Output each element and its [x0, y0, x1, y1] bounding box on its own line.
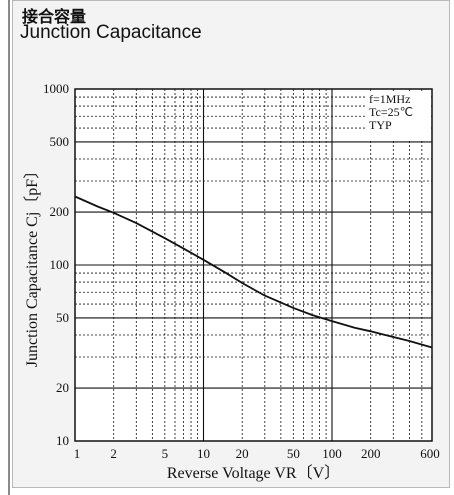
- major-grid: [75, 89, 432, 441]
- chart-title-jp: 接合容量: [22, 7, 87, 26]
- y-tick-label: 1000: [43, 81, 69, 96]
- y-axis-label: Junction Capacitance Cj〔pF〕: [23, 163, 41, 367]
- x-tick-label: 200: [361, 446, 381, 461]
- condition-text: f=1MHz: [369, 92, 410, 106]
- y-tick-label: 100: [50, 257, 70, 272]
- x-tick-label: 10: [197, 446, 210, 461]
- x-tick-label: 100: [322, 446, 342, 461]
- y-tick-labels: 10 20 50 100 200 500 1000: [43, 81, 69, 448]
- y-tick-label: 500: [50, 134, 70, 149]
- x-tick-label: 50: [287, 446, 300, 461]
- conditions-background: [366, 91, 430, 139]
- x-tick-label: 2: [110, 446, 117, 461]
- x-tick-label: 1: [74, 446, 81, 461]
- condition-text: TYP: [369, 118, 392, 132]
- y-tick-label: 10: [56, 433, 69, 448]
- x-tick-label: 5: [162, 446, 169, 461]
- x-tick-label: 600: [420, 446, 440, 461]
- y-tick-label: 200: [50, 204, 70, 219]
- chart-title-en: Junction Capacitance: [20, 22, 202, 43]
- x-axis-label: Reverse Voltage VR〔V〕: [167, 464, 340, 482]
- x-tick-label: 20: [236, 446, 249, 461]
- left-rule: [8, 0, 10, 495]
- series-line: [74, 195, 433, 349]
- plot-border: [74, 88, 433, 442]
- x-tick-labels: 1 2 5 10 20 50 100 200 600: [74, 446, 440, 461]
- condition-text: Tc=25℃: [369, 105, 413, 119]
- y-tick-label: 20: [56, 380, 69, 395]
- y-tick-label: 50: [56, 310, 69, 325]
